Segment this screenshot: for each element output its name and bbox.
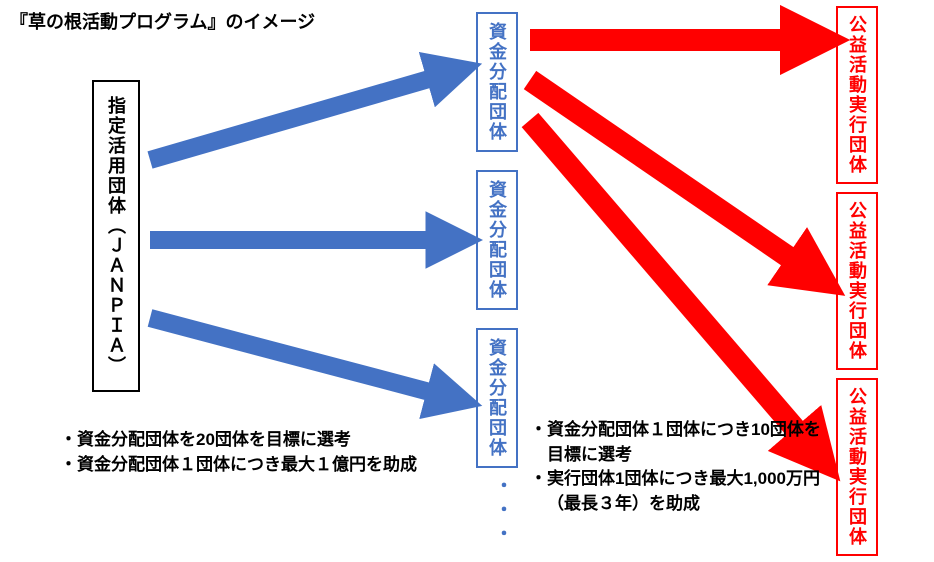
- node-mid2: 資金分配団体: [476, 170, 518, 310]
- node-source-label: 指定活用団体（ＪＡＮＰＩＡ）: [103, 96, 129, 376]
- node-mid3-label: 資金分配団体: [484, 338, 510, 458]
- mid-ellipsis: ・・・: [490, 476, 516, 548]
- tgt-ellipsis: ・・・: [850, 556, 876, 562]
- node-source: 指定活用団体（ＪＡＮＰＩＡ）: [92, 80, 140, 392]
- node-tgt1: 公益活動実行団体: [836, 6, 878, 184]
- bullets-right: ・資金分配団体１団体につき10団体を目標に選考 ・実行団体1団体につき最大1,0…: [530, 418, 830, 517]
- node-tgt1-label: 公益活動実行団体: [844, 15, 870, 175]
- arrow: [150, 318, 460, 400]
- node-tgt2: 公益活動実行団体: [836, 192, 878, 370]
- bullet-right-0: 資金分配団体１団体につき10団体を目標に選考: [547, 418, 830, 467]
- arrow: [530, 80, 822, 280]
- node-mid1: 資金分配団体: [476, 12, 518, 152]
- bullet-left-1: 資金分配団体１団体につき最大１億円を助成: [77, 453, 417, 478]
- arrow: [150, 70, 460, 160]
- node-mid2-label: 資金分配団体: [484, 180, 510, 300]
- diagram-canvas: 『草の根活動プログラム』のイメージ 指定活用団体（ＪＡＮＰＩＡ） 資金分配団体 …: [0, 0, 934, 562]
- node-tgt3: 公益活動実行団体: [836, 378, 878, 556]
- node-tgt3-label: 公益活動実行団体: [844, 387, 870, 547]
- bullet-right-1: 実行団体1団体につき最大1,000万円（最長３年）を助成: [547, 467, 830, 516]
- node-tgt2-label: 公益活動実行団体: [844, 201, 870, 361]
- arrow: [530, 120, 822, 460]
- diagram-title: 『草の根活動プログラム』のイメージ: [10, 8, 315, 34]
- bullet-left-0: 資金分配団体を20団体を目標に選考: [77, 428, 351, 453]
- bullets-left: ・資金分配団体を20団体を目標に選考 ・資金分配団体１団体につき最大１億円を助成: [60, 428, 460, 477]
- node-mid3: 資金分配団体: [476, 328, 518, 468]
- node-mid1-label: 資金分配団体: [484, 22, 510, 142]
